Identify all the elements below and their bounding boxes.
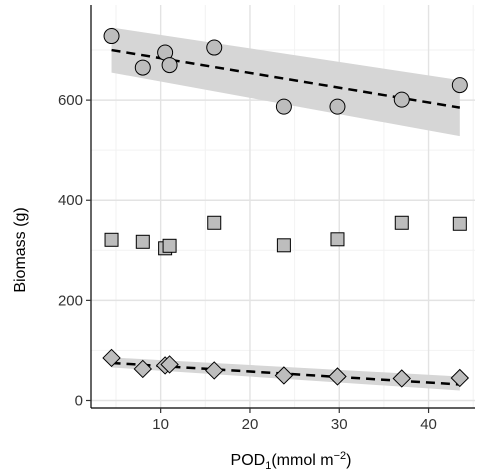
confidence-band-series-1: [111, 27, 460, 137]
circle-point: [451, 77, 468, 94]
x-axis-title: POD1(mmol m−2): [231, 450, 352, 472]
y-tick-label: 200: [58, 292, 83, 309]
circle-point: [161, 57, 178, 74]
circle-point: [103, 28, 120, 45]
square-point: [276, 238, 291, 253]
x-axis-title-units-exponent: −2: [334, 450, 347, 462]
confidence-band-layer: [111, 27, 460, 391]
diamond-point: [274, 366, 294, 385]
diamond-point: [102, 348, 121, 368]
y-tick-label: 600: [58, 92, 83, 109]
x-tick-label: 20: [242, 416, 259, 433]
diamond-point: [160, 355, 179, 374]
y-tick-label: 400: [58, 192, 83, 209]
diamond-point: [392, 369, 411, 388]
x-axis-title-main: POD: [231, 452, 266, 469]
circle-point: [134, 59, 151, 76]
x-tick-label: 10: [152, 416, 169, 433]
x-axis-title-units-close: ): [346, 452, 351, 469]
x-tick-label: 40: [420, 416, 437, 433]
diamond-point: [328, 367, 347, 386]
square-point: [104, 232, 119, 247]
x-tick-label: 30: [331, 416, 348, 433]
circle-point: [393, 91, 410, 108]
circle-point: [275, 98, 292, 115]
square-point: [394, 215, 409, 230]
diamond-point: [450, 368, 470, 388]
y-axis-title: Biomass (g): [12, 207, 29, 292]
square-point: [135, 234, 150, 249]
axis-layer: 0 200 400 600 10 20 30 40: [58, 5, 475, 433]
square-point: [162, 238, 177, 253]
circle-point: [206, 39, 223, 56]
x-axis-title-units: (mmol m: [271, 452, 333, 469]
circle-point: [329, 98, 346, 115]
data-point-layer: [102, 28, 470, 388]
diamond-point: [205, 361, 224, 380]
square-point: [207, 215, 222, 230]
diamond-point: [133, 359, 153, 379]
square-point: [330, 232, 345, 247]
square-point: [452, 216, 467, 231]
y-tick-label: 0: [75, 392, 83, 409]
x-axis-title-subscript: 1: [265, 460, 271, 472]
